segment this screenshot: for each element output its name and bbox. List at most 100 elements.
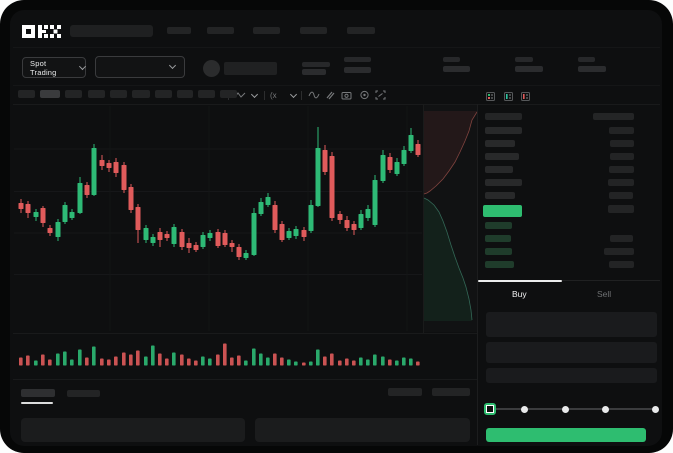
tab-buy[interactable]: Buy <box>512 289 527 299</box>
ask-price-bar[interactable] <box>485 192 515 199</box>
ticker-stat-label <box>578 57 595 62</box>
divider <box>562 280 660 281</box>
orderbook-mode-sell-book[interactable] <box>521 92 530 101</box>
bid-amount-bar <box>604 248 634 255</box>
camera-screenshot-icon[interactable] <box>341 90 352 100</box>
bid-price-bar[interactable] <box>485 248 512 255</box>
bid-price-bar[interactable] <box>485 261 514 268</box>
total-input[interactable] <box>486 368 657 383</box>
divider <box>423 104 424 333</box>
line-chart-icon[interactable] <box>308 90 320 100</box>
orderbook-mode-buy-book[interactable] <box>504 92 513 101</box>
timeframe-button[interactable] <box>132 90 150 98</box>
ask-price-bar[interactable] <box>485 140 515 147</box>
chevron-down-icon <box>168 61 177 70</box>
divider <box>13 104 660 105</box>
chevron-down-icon[interactable] <box>250 90 259 100</box>
ask-price-bar[interactable] <box>485 166 513 173</box>
ask-amount-bar <box>608 179 634 186</box>
timeframe-button[interactable] <box>88 90 105 98</box>
volume-chart <box>19 343 420 366</box>
timeframe-button[interactable] <box>177 90 193 98</box>
open-orders-row <box>21 418 245 442</box>
bottom-action-placeholder[interactable] <box>388 388 422 396</box>
percent-slider-dot[interactable] <box>561 405 569 413</box>
price-input[interactable] <box>486 312 657 337</box>
depth-mini-chart[interactable] <box>423 104 477 333</box>
timeframe-button[interactable] <box>198 90 215 98</box>
percent-slider-dot[interactable] <box>651 405 659 413</box>
ticker-stat-value <box>344 67 371 73</box>
ask-amount-bar <box>609 166 634 173</box>
bottom-action-placeholder[interactable] <box>432 388 470 396</box>
ask-price-bar[interactable] <box>485 179 522 186</box>
nav-item[interactable] <box>207 27 234 34</box>
amount-input[interactable] <box>486 342 657 363</box>
bid-amount-bar <box>609 261 634 268</box>
toolbar-divider <box>301 91 302 100</box>
tab-sell[interactable]: Sell <box>597 289 612 299</box>
percent-slider-handle[interactable] <box>484 403 496 415</box>
order-history-row <box>255 418 470 442</box>
timeframe-button[interactable] <box>220 90 237 98</box>
divider <box>13 379 477 380</box>
candlestick-chart[interactable] <box>13 104 423 333</box>
percent-slider-dot[interactable] <box>520 405 528 413</box>
ask-amount-bar <box>610 140 634 147</box>
pair-coin-icon <box>203 60 220 77</box>
bid-price-bar[interactable] <box>485 235 511 242</box>
percent-slider-dot[interactable] <box>601 405 609 413</box>
pair-name-placeholder <box>224 62 277 75</box>
nav-item[interactable] <box>253 27 280 34</box>
bottom-tab-active[interactable] <box>21 389 55 397</box>
last-price-bar[interactable] <box>483 205 522 217</box>
orderbook-mode-combined-book[interactable] <box>486 92 495 101</box>
divider <box>13 47 660 48</box>
orderbook-header-left <box>485 113 522 120</box>
market-type-dropdown[interactable]: Spot Trading <box>22 57 87 78</box>
bottom-tab-underline <box>21 402 53 404</box>
chevron-down-icon[interactable] <box>289 90 298 100</box>
bid-price-bar[interactable] <box>485 222 512 229</box>
ticker-stat-value <box>443 66 470 72</box>
ticker-stat-value <box>515 66 543 72</box>
ask-price-bar[interactable] <box>485 127 522 134</box>
fullscreen-icon[interactable] <box>375 90 386 100</box>
nav-item[interactable] <box>347 27 375 34</box>
chart-settings-icon[interactable] <box>359 90 370 100</box>
ask-amount-bar <box>610 153 634 160</box>
bid-amount-bar <box>610 235 633 242</box>
timeframe-button[interactable] <box>18 90 35 98</box>
ticker-stat-label <box>515 57 533 62</box>
timeframe-button[interactable] <box>65 90 82 98</box>
compare-icon[interactable] <box>325 90 336 100</box>
mid-amount-bar <box>608 205 634 213</box>
timeframe-button[interactable] <box>110 90 127 98</box>
timeframe-button[interactable] <box>155 90 172 98</box>
divider <box>477 104 478 445</box>
ticker-stat-value <box>578 66 606 72</box>
nav-item[interactable] <box>300 27 327 34</box>
okx-logo[interactable] <box>22 24 64 39</box>
indicators-icon[interactable]: (x <box>270 91 277 100</box>
nav-item[interactable] <box>167 27 191 34</box>
ticker-stat-label <box>344 57 371 62</box>
timeframe-button[interactable] <box>40 90 60 98</box>
ask-amount-bar <box>609 127 634 134</box>
divider <box>13 85 660 86</box>
toolbar-divider <box>264 91 265 100</box>
chevron-down-icon <box>79 62 87 70</box>
global-search-input[interactable] <box>70 25 153 37</box>
percent-slider-track[interactable] <box>490 408 656 410</box>
ask-price-bar[interactable] <box>485 153 519 160</box>
ask-amount-bar <box>609 192 633 199</box>
buy-submit-button[interactable] <box>486 428 646 442</box>
divider <box>13 333 477 334</box>
buy-tab-indicator <box>478 280 562 282</box>
market-type-label: Spot Trading <box>30 58 57 77</box>
ticker-stat-value <box>302 69 326 75</box>
bottom-tab[interactable] <box>67 390 100 397</box>
pair-selector-dropdown[interactable] <box>95 56 185 78</box>
ticker-stat-label <box>443 57 460 62</box>
